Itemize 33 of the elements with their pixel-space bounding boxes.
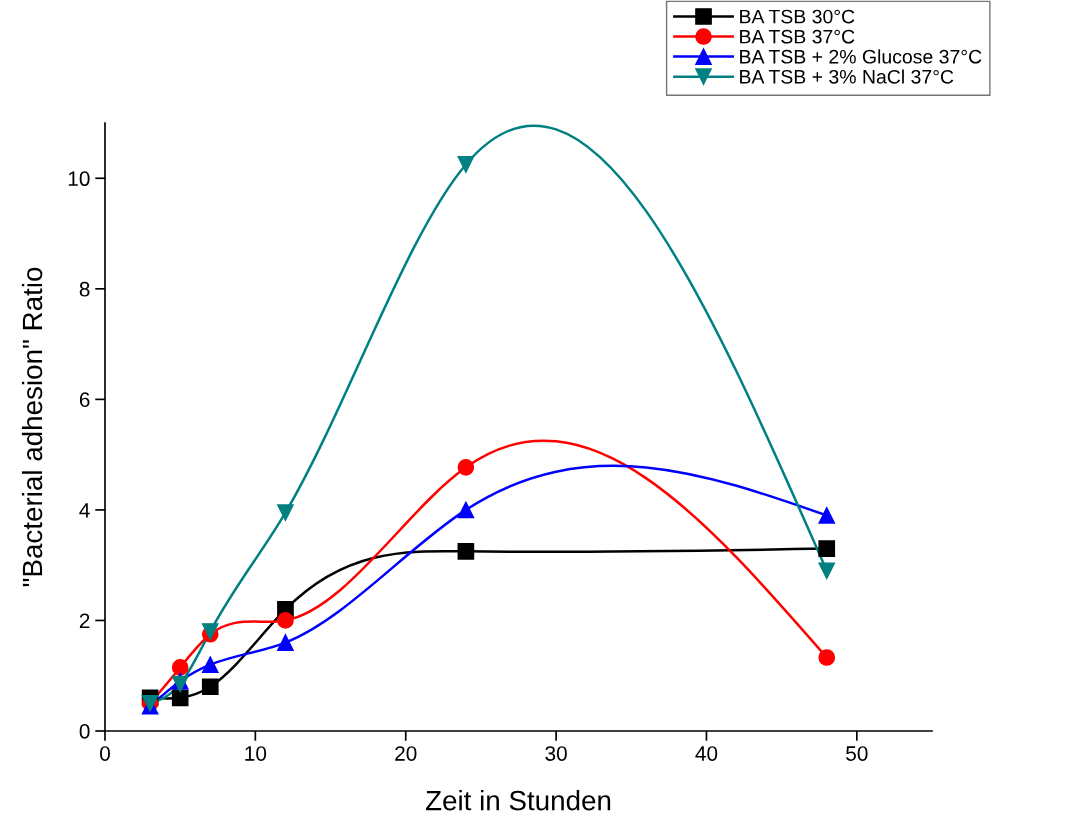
y-tick-label: 8 xyxy=(79,281,90,297)
y-tick-label: 6 xyxy=(79,392,90,408)
point xyxy=(457,543,475,560)
point xyxy=(818,540,836,557)
x-tick-label: 10 xyxy=(245,746,267,761)
legend-label: BA TSB + 2% Glucose 37°C xyxy=(740,49,982,64)
y-tick-label: 10 xyxy=(68,171,90,187)
point xyxy=(277,504,294,522)
x-tick-label: 20 xyxy=(395,746,417,761)
legend-label: BA TSB + 3% NaCl 37°C xyxy=(740,69,954,84)
x-tick-label: 40 xyxy=(695,746,718,761)
legend-label: BA TSB 30°C xyxy=(740,9,855,24)
x-tick-label: 50 xyxy=(846,746,868,761)
legend-label: BA TSB 37°C xyxy=(740,29,855,44)
point xyxy=(201,678,219,696)
x-tick-label: 30 xyxy=(545,746,567,761)
point xyxy=(201,656,219,674)
point xyxy=(457,459,475,476)
point xyxy=(818,649,836,666)
point xyxy=(171,689,189,707)
x-axis-title: Zeit in Stunden xyxy=(425,790,611,811)
x-tick-label: 0 xyxy=(100,746,110,761)
y-axis-title: "Bacterial adhesion" Ratio xyxy=(21,267,43,587)
y-tick-label: 2 xyxy=(79,613,90,628)
point xyxy=(171,659,189,676)
point xyxy=(818,507,836,524)
point xyxy=(457,501,475,519)
y-tick-label: 0 xyxy=(79,724,90,739)
point xyxy=(457,156,475,173)
point xyxy=(277,612,294,629)
y-tick-label: 4 xyxy=(79,503,90,518)
point xyxy=(818,562,836,580)
point xyxy=(277,634,294,651)
